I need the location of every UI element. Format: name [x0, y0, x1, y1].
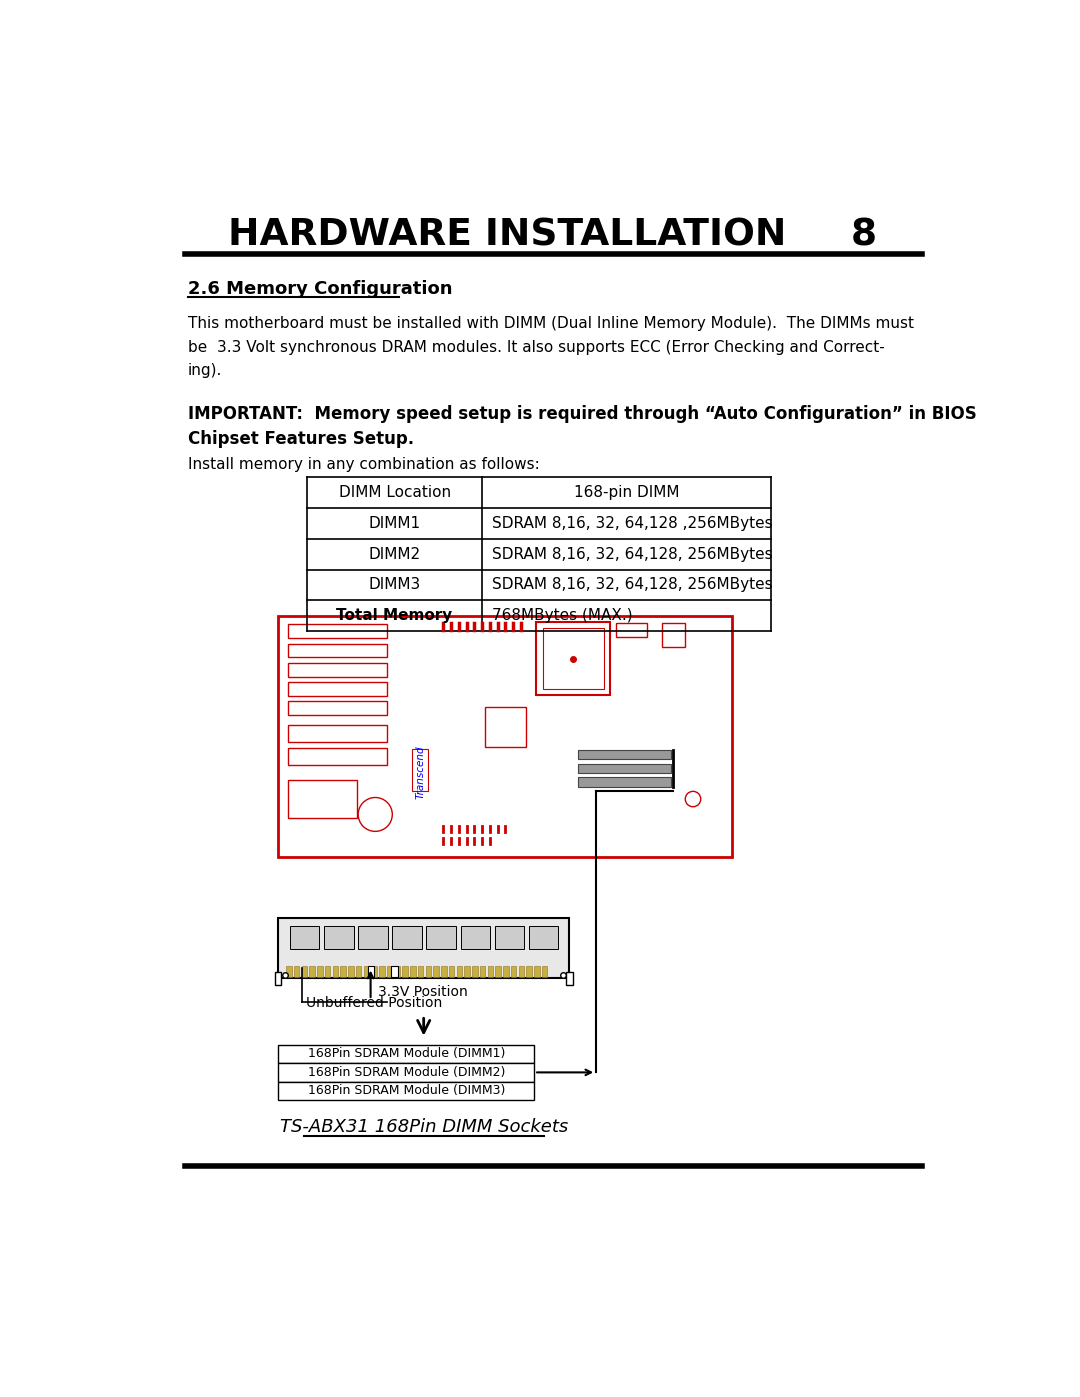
Text: DIMM Location: DIMM Location — [338, 485, 450, 500]
Bar — [485, 707, 526, 746]
Text: Install memory in any combination as follows:: Install memory in any combination as fol… — [188, 457, 539, 472]
Text: HARDWARE INSTALLATION: HARDWARE INSTALLATION — [228, 218, 786, 253]
Bar — [662, 623, 685, 647]
Text: 168Pin SDRAM Module (DIMM2): 168Pin SDRAM Module (DIMM2) — [308, 1066, 505, 1078]
Bar — [566, 972, 572, 985]
Bar — [387, 967, 392, 977]
Text: SDRAM 8,16, 32, 64,128, 256MBytes: SDRAM 8,16, 32, 64,128, 256MBytes — [491, 546, 772, 562]
Bar — [287, 725, 387, 742]
Bar — [279, 1063, 535, 1081]
Bar — [294, 967, 299, 977]
Bar — [274, 972, 282, 985]
Text: This motherboard must be installed with DIMM (Dual Inline Memory Module).  The D: This motherboard must be installed with … — [188, 316, 914, 331]
Text: DIMM2: DIMM2 — [368, 546, 421, 562]
Bar — [287, 682, 387, 696]
Text: SDRAM 8,16, 32, 64,128, 256MBytes: SDRAM 8,16, 32, 64,128, 256MBytes — [491, 577, 772, 592]
Text: 168-pin DIMM: 168-pin DIMM — [573, 485, 679, 500]
Bar — [287, 749, 387, 766]
Bar — [460, 926, 490, 949]
Bar — [356, 967, 362, 977]
Bar — [529, 926, 558, 949]
Bar — [542, 967, 548, 977]
Bar — [287, 662, 387, 676]
Bar — [511, 967, 516, 977]
Bar — [279, 918, 569, 978]
Bar — [503, 967, 509, 977]
Bar — [287, 780, 357, 819]
Bar — [367, 967, 375, 977]
Bar — [287, 624, 387, 638]
Text: be  3.3 Volt synchronous DRAM modules. It also supports ECC (Error Checking and : be 3.3 Volt synchronous DRAM modules. It… — [188, 339, 885, 355]
Bar — [495, 926, 524, 949]
Bar — [287, 701, 387, 715]
Bar — [537, 622, 610, 696]
Bar — [359, 926, 388, 949]
Bar — [279, 616, 732, 856]
Bar — [578, 764, 672, 773]
Bar — [324, 926, 353, 949]
Bar — [427, 926, 456, 949]
Text: Unbuffered Position: Unbuffered Position — [306, 996, 442, 1010]
Text: DIMM1: DIMM1 — [368, 515, 421, 531]
Bar — [441, 967, 446, 977]
Bar — [318, 967, 323, 977]
Bar — [333, 967, 338, 977]
Bar — [301, 967, 307, 977]
Bar — [372, 967, 377, 977]
Bar — [364, 967, 369, 977]
Text: 768MBytes (MAX.): 768MBytes (MAX.) — [491, 608, 632, 623]
Text: 168Pin SDRAM Module (DIMM1): 168Pin SDRAM Module (DIMM1) — [308, 1048, 505, 1060]
Text: 168Pin SDRAM Module (DIMM3): 168Pin SDRAM Module (DIMM3) — [308, 1084, 505, 1098]
Bar — [287, 644, 387, 658]
Bar — [348, 967, 353, 977]
Text: 2.6 Memory Configuration: 2.6 Memory Configuration — [188, 281, 453, 299]
Bar — [392, 926, 422, 949]
Bar — [542, 629, 604, 689]
Bar — [526, 967, 531, 977]
Bar — [472, 967, 477, 977]
Bar — [480, 967, 485, 977]
Bar — [616, 623, 647, 637]
Bar — [325, 967, 330, 977]
Bar — [496, 967, 501, 977]
Bar — [286, 967, 292, 977]
Bar — [578, 750, 672, 759]
Bar — [433, 967, 438, 977]
Text: 3.3V Position: 3.3V Position — [378, 985, 468, 999]
Bar — [391, 967, 397, 977]
Bar — [410, 967, 416, 977]
Text: TS-ABX31 168Pin DIMM Sockets: TS-ABX31 168Pin DIMM Sockets — [280, 1118, 568, 1136]
Bar — [291, 926, 320, 949]
Bar — [279, 1045, 535, 1063]
Bar — [379, 967, 384, 977]
Bar — [340, 967, 346, 977]
Bar — [449, 967, 455, 977]
Bar — [426, 967, 431, 977]
Bar — [418, 967, 423, 977]
Bar — [394, 967, 400, 977]
Text: DIMM3: DIMM3 — [368, 577, 421, 592]
Bar — [457, 967, 462, 977]
Bar — [578, 778, 672, 787]
Bar — [518, 967, 524, 977]
Text: SDRAM 8,16, 32, 64,128 ,256MBytes: SDRAM 8,16, 32, 64,128 ,256MBytes — [491, 515, 772, 531]
Text: Transcend: Transcend — [415, 745, 426, 799]
Bar — [279, 1081, 535, 1099]
Bar — [309, 967, 314, 977]
Bar — [403, 967, 408, 977]
Text: Total Memory: Total Memory — [337, 608, 453, 623]
Text: IMPORTANT:  Memory speed setup is required through “Auto Configuration” in BIOS: IMPORTANT: Memory speed setup is require… — [188, 405, 976, 423]
Bar — [535, 967, 540, 977]
Text: 8: 8 — [850, 218, 877, 253]
Bar — [464, 967, 470, 977]
Bar — [413, 749, 428, 791]
Text: Chipset Features Setup.: Chipset Features Setup. — [188, 430, 414, 447]
Text: ing).: ing). — [188, 363, 222, 379]
Bar — [488, 967, 494, 977]
